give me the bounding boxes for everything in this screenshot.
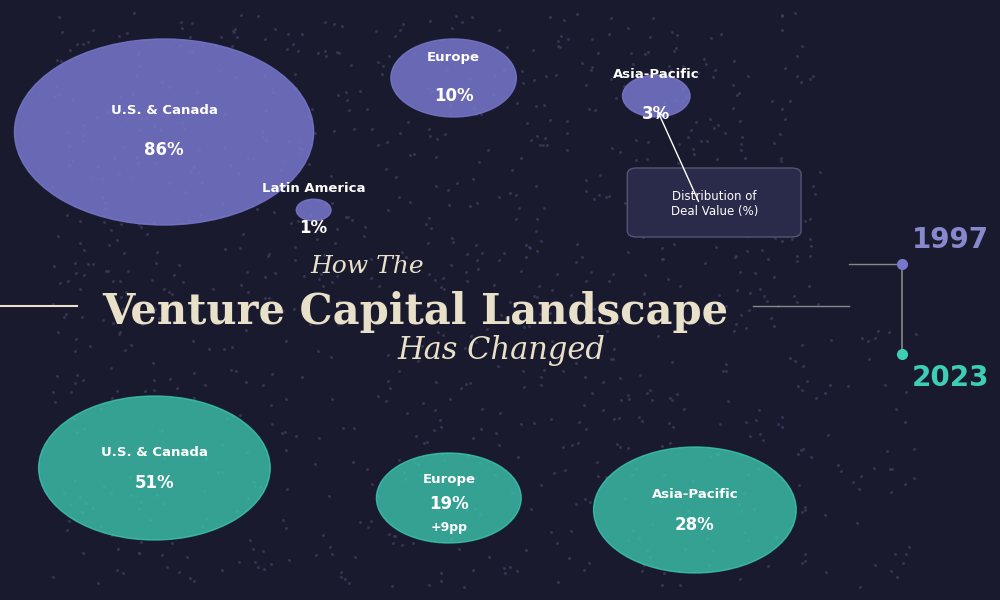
Text: Europe: Europe [427, 50, 480, 64]
Circle shape [623, 75, 690, 117]
Text: U.S. & Canada: U.S. & Canada [101, 446, 208, 460]
Circle shape [594, 447, 796, 573]
Text: 2023: 2023 [912, 364, 990, 392]
Text: +9pp: +9pp [430, 521, 467, 535]
Text: How The: How The [310, 256, 424, 278]
Text: 1%: 1% [300, 219, 328, 237]
Text: Distribution of
Deal Value (%): Distribution of Deal Value (%) [671, 190, 758, 218]
Circle shape [39, 396, 270, 540]
Text: Asia-Pacific: Asia-Pacific [613, 68, 700, 82]
Circle shape [296, 199, 331, 221]
Text: Has Changed: Has Changed [398, 335, 606, 367]
Text: 10%: 10% [434, 87, 473, 105]
Text: Asia-Pacific: Asia-Pacific [652, 488, 738, 502]
Text: 19%: 19% [429, 495, 469, 513]
Text: Venture Capital Landscape: Venture Capital Landscape [102, 291, 728, 333]
FancyBboxPatch shape [627, 168, 801, 237]
Text: U.S. & Canada: U.S. & Canada [111, 104, 218, 118]
Text: 51%: 51% [135, 474, 174, 492]
Circle shape [391, 39, 516, 117]
Text: 28%: 28% [675, 516, 715, 534]
Circle shape [376, 453, 521, 543]
Text: Latin America: Latin America [262, 182, 365, 196]
Text: Europe: Europe [422, 473, 475, 487]
Text: 1997: 1997 [912, 226, 989, 254]
Text: 3%: 3% [642, 105, 670, 123]
Text: 86%: 86% [144, 141, 184, 159]
Circle shape [14, 39, 314, 225]
